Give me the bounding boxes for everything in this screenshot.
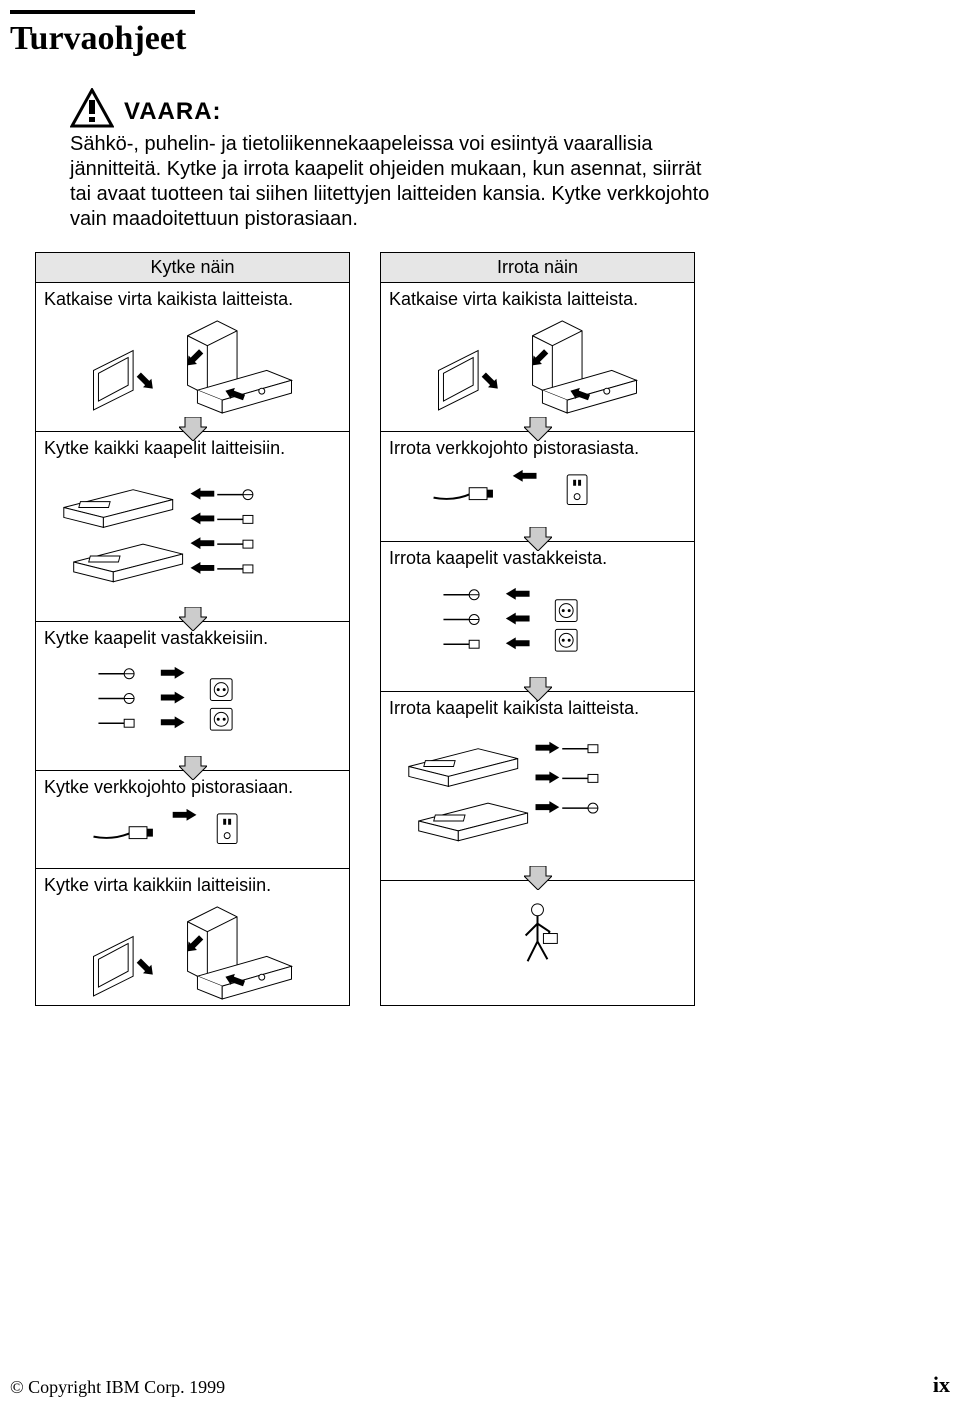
step-label: Katkaise virta kaikista laitteista. [389,289,686,311]
left-step-5: Kytke virta kaikkiin laitteisiin. [36,869,349,1005]
flow-arrow-icon [524,417,552,441]
right-step-2: Irrota verkkojohto pistorasiasta. [381,432,694,542]
flow-arrow-icon [179,607,207,631]
left-step-4: Kytke verkkojohto pistorasiaan. [36,771,349,869]
flow-arrow-icon [524,527,552,551]
left-step-1: Katkaise virta kaikista laitteista. [36,283,349,432]
flow-arrow-icon [179,756,207,780]
warning-text: Sähkö-, puhelin- ja tietoliikennekaapele… [70,132,720,232]
flow-arrow-icon [179,417,207,441]
diagram-cables-from-outlets [389,570,686,679]
right-step-4: Irrota kaapelit kaikista laitteista. [381,692,694,881]
flow-arrow-icon [524,866,552,890]
right-header: Irrota näin [381,253,694,283]
diagram-plug-in [44,799,341,868]
diagram-cables-to-outlets [44,649,341,758]
diagram-cables-to-devices [44,460,341,609]
document-page: Turvaohjeet VAARA: Sähkö-, puhelin- ja t… [0,0,960,1006]
step-label: Katkaise virta kaikista laitteista. [44,289,341,311]
diagram-unplug [389,460,686,529]
page-number: ix [933,1372,950,1398]
right-step-1: Katkaise virta kaikista laitteista. [381,283,694,432]
right-column: Irrota näin Katkaise virta kaikista lait… [380,252,695,1006]
diagram-person-leaving [389,887,686,986]
diagram-cables-from-devices [389,719,686,868]
diagram-power-on [44,897,341,1006]
left-step-2: Kytke kaikki kaapelit laitteisiin. [36,432,349,621]
flow-arrow-icon [524,677,552,701]
page-footer: © Copyright IBM Corp. 1999 ix [10,1372,950,1398]
warning-label: VAARA: [124,98,222,128]
title-rule [10,10,195,14]
left-header: Kytke näin [36,253,349,283]
left-step-3: Kytke kaapelit vastakkeisiin. [36,622,349,771]
diagram-power-off [44,311,341,420]
page-title: Turvaohjeet [10,20,950,58]
right-step-3: Irrota kaapelit vastakkeista. [381,542,694,691]
right-step-5 [381,881,694,986]
warning-icon [70,88,114,128]
columns: Kytke näin Katkaise virta kaikista laitt… [35,252,950,1006]
step-label: Kytke virta kaikkiin laitteisiin. [44,875,341,897]
copyright-text: © Copyright IBM Corp. 1999 [10,1377,225,1398]
diagram-power-off [389,311,686,420]
warning-block: VAARA: Sähkö-, puhelin- ja tietoliikenne… [70,88,720,232]
left-column: Kytke näin Katkaise virta kaikista laitt… [35,252,350,1006]
